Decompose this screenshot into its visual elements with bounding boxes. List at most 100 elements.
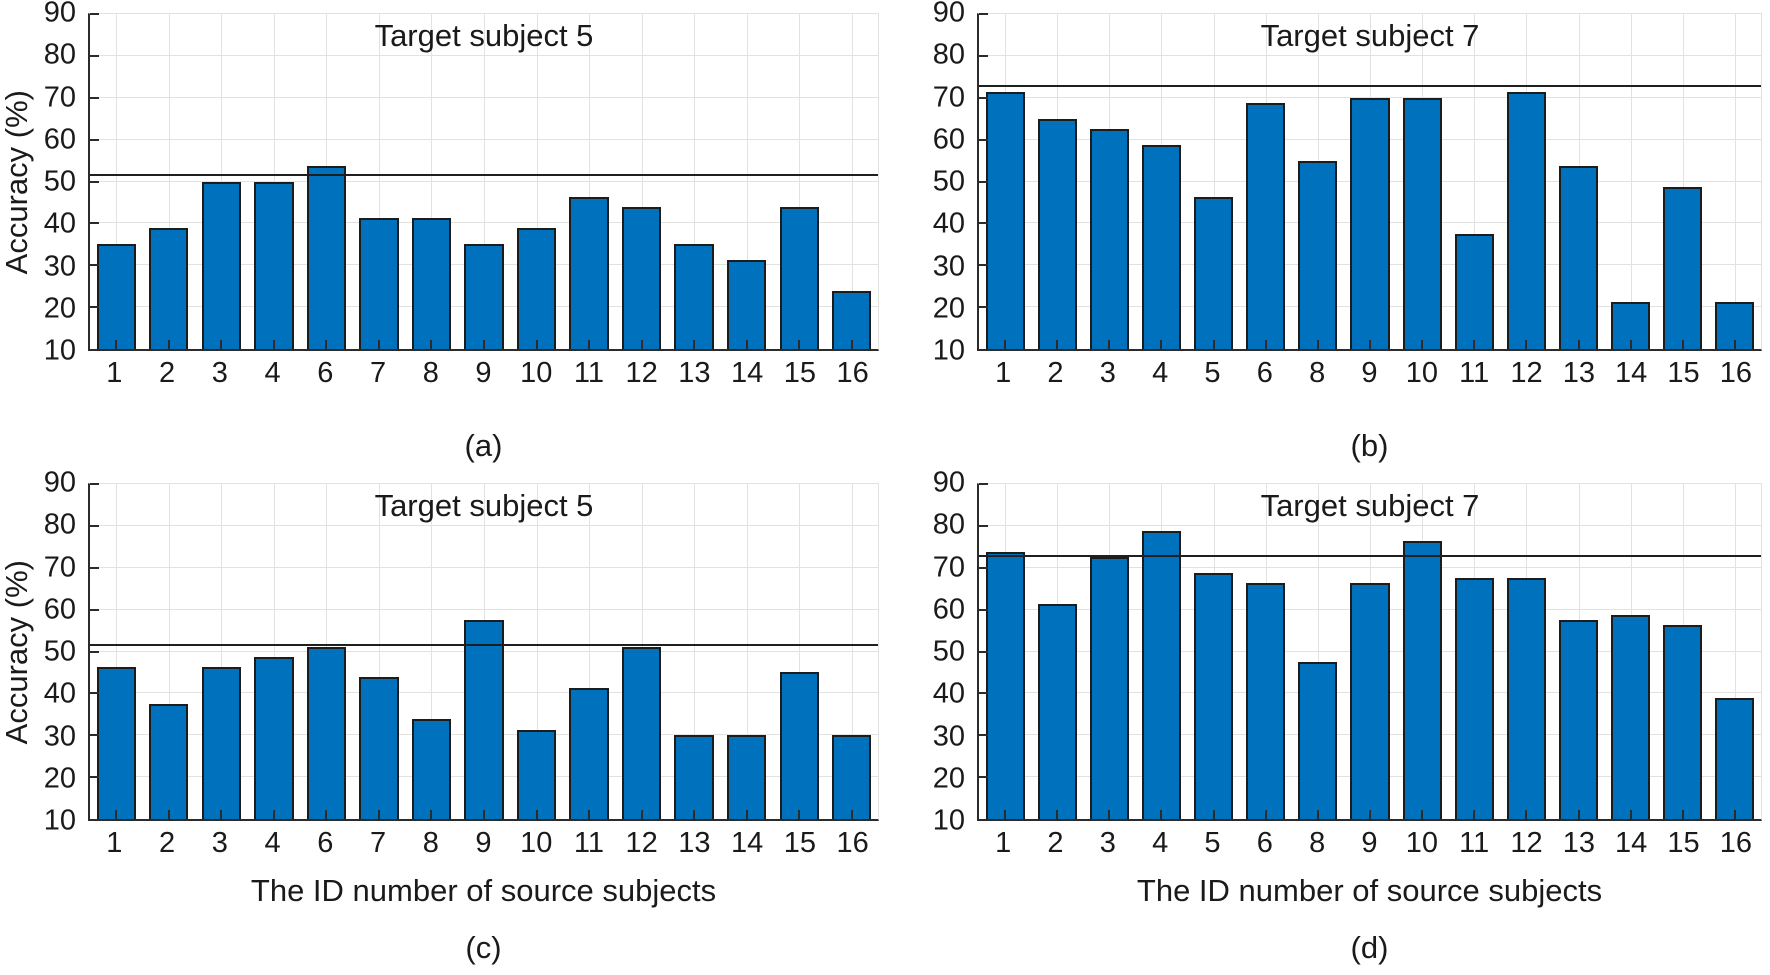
y-tick-label: 80 xyxy=(932,38,965,71)
gridline-v xyxy=(694,484,696,819)
y-tick-mark xyxy=(979,96,988,99)
x-tick-mark xyxy=(1681,340,1684,349)
bar xyxy=(1506,92,1546,349)
bar xyxy=(201,667,242,819)
bar xyxy=(985,551,1025,819)
y-axis-ticks: 90 80 70 60 50 40 30 20 10 xyxy=(34,468,88,835)
y-axis-ticks: 90 80 70 60 50 40 30 20 10 xyxy=(885,468,977,835)
bar xyxy=(96,244,136,349)
bar xyxy=(832,291,872,349)
gridline-v xyxy=(273,484,275,819)
subfigure-caption: (a) xyxy=(464,428,503,463)
x-tick-mark xyxy=(640,810,643,819)
plot-area: Target subject 5 xyxy=(88,13,879,351)
x-tick-label: 14 xyxy=(1615,357,1648,389)
x-tick-mark xyxy=(745,810,748,819)
y-tick-label: 90 xyxy=(932,466,965,499)
y-tick-label: 20 xyxy=(43,762,76,795)
x-axis-label: The ID number of source subjects xyxy=(1136,873,1603,908)
x-tick-mark xyxy=(1733,810,1736,819)
y-tick-label: 70 xyxy=(932,551,965,583)
y-tick-label: 30 xyxy=(932,250,965,282)
gridline-v xyxy=(431,484,433,819)
bar xyxy=(1194,572,1234,819)
bar xyxy=(1089,557,1129,819)
x-tick-label: 12 xyxy=(1510,357,1543,389)
bar xyxy=(985,92,1025,349)
bar xyxy=(621,647,662,819)
bar xyxy=(779,207,819,349)
y-axis-ticks: 90 80 70 60 50 40 30 20 10 xyxy=(885,0,977,365)
x-tick-label: 6 xyxy=(317,827,334,859)
y-tick-mark xyxy=(979,608,988,611)
y-tick-mark xyxy=(979,566,988,569)
y-tick-label: 50 xyxy=(43,635,76,668)
gridline-v xyxy=(851,14,853,349)
bar xyxy=(1402,541,1442,819)
x-tick-label: 16 xyxy=(836,827,869,859)
y-tick-mark xyxy=(90,13,99,15)
x-tick-mark xyxy=(430,340,433,349)
x-tick-label: 6 xyxy=(317,357,334,389)
x-axis-label: The ID number of source subjects xyxy=(250,873,717,908)
x-tick-label: 1 xyxy=(995,357,1012,389)
x-tick-mark xyxy=(483,340,485,349)
y-tick-label: 60 xyxy=(43,593,76,626)
y-tick-label: 60 xyxy=(932,593,965,626)
x-tick-label: 10 xyxy=(520,357,553,389)
x-tick-label: 14 xyxy=(1615,827,1648,859)
reference-line xyxy=(90,644,878,647)
bar xyxy=(1663,186,1703,349)
gridline-v xyxy=(431,14,433,349)
x-tick-label: 13 xyxy=(678,827,711,859)
gridline-v xyxy=(536,484,538,819)
gridline-v xyxy=(1630,14,1632,349)
bar xyxy=(1246,583,1286,819)
x-tick-label: 3 xyxy=(1099,357,1116,389)
x-tick-mark xyxy=(1369,340,1371,349)
x-tick-label: 12 xyxy=(1510,827,1543,859)
x-tick-mark xyxy=(1056,340,1059,349)
x-tick-mark xyxy=(272,810,275,819)
y-tick-label: 60 xyxy=(43,123,76,156)
x-tick-mark xyxy=(272,340,275,349)
plot-area: Target subject 7 xyxy=(977,483,1762,821)
x-tick-mark xyxy=(640,340,643,349)
y-tick-label: 40 xyxy=(932,677,965,710)
y-tick-mark xyxy=(979,264,988,267)
y-tick-mark xyxy=(90,222,99,225)
x-tick-mark xyxy=(1525,810,1528,819)
x-tick-label: 4 xyxy=(264,827,281,859)
y-tick-label: 40 xyxy=(43,677,76,710)
y-tick-mark xyxy=(979,180,988,183)
plot-area: Target subject 7 xyxy=(977,13,1762,351)
bar xyxy=(1454,578,1494,819)
x-tick-mark xyxy=(1681,810,1684,819)
x-tick-label: 1 xyxy=(106,357,123,389)
gridline-v xyxy=(589,14,591,349)
x-tick-label: 6 xyxy=(1256,357,1273,389)
y-tick-mark xyxy=(979,692,988,695)
y-tick-label: 80 xyxy=(932,508,965,541)
bar xyxy=(149,703,189,819)
bar xyxy=(254,181,294,349)
x-tick-label: 15 xyxy=(783,827,817,859)
y-tick-mark xyxy=(90,776,99,779)
x-tick-label: 15 xyxy=(1667,827,1700,859)
y-tick-label: 50 xyxy=(43,165,76,198)
chart-title: Target subject 7 xyxy=(1260,18,1480,53)
x-tick-label: 2 xyxy=(159,827,176,859)
y-tick-mark xyxy=(90,734,99,737)
bar xyxy=(1350,583,1390,819)
x-tick-label: 12 xyxy=(625,357,658,389)
y-tick-mark xyxy=(979,524,988,527)
gridline-v xyxy=(1734,484,1736,819)
bar xyxy=(1715,698,1755,819)
x-tick-mark xyxy=(588,340,591,349)
y-tick-label: 40 xyxy=(932,207,965,240)
chart-title: Target subject 5 xyxy=(374,488,594,523)
x-tick-mark xyxy=(1525,340,1528,349)
bar xyxy=(411,719,452,819)
x-tick-mark xyxy=(325,810,328,819)
y-tick-label: 20 xyxy=(932,292,965,325)
